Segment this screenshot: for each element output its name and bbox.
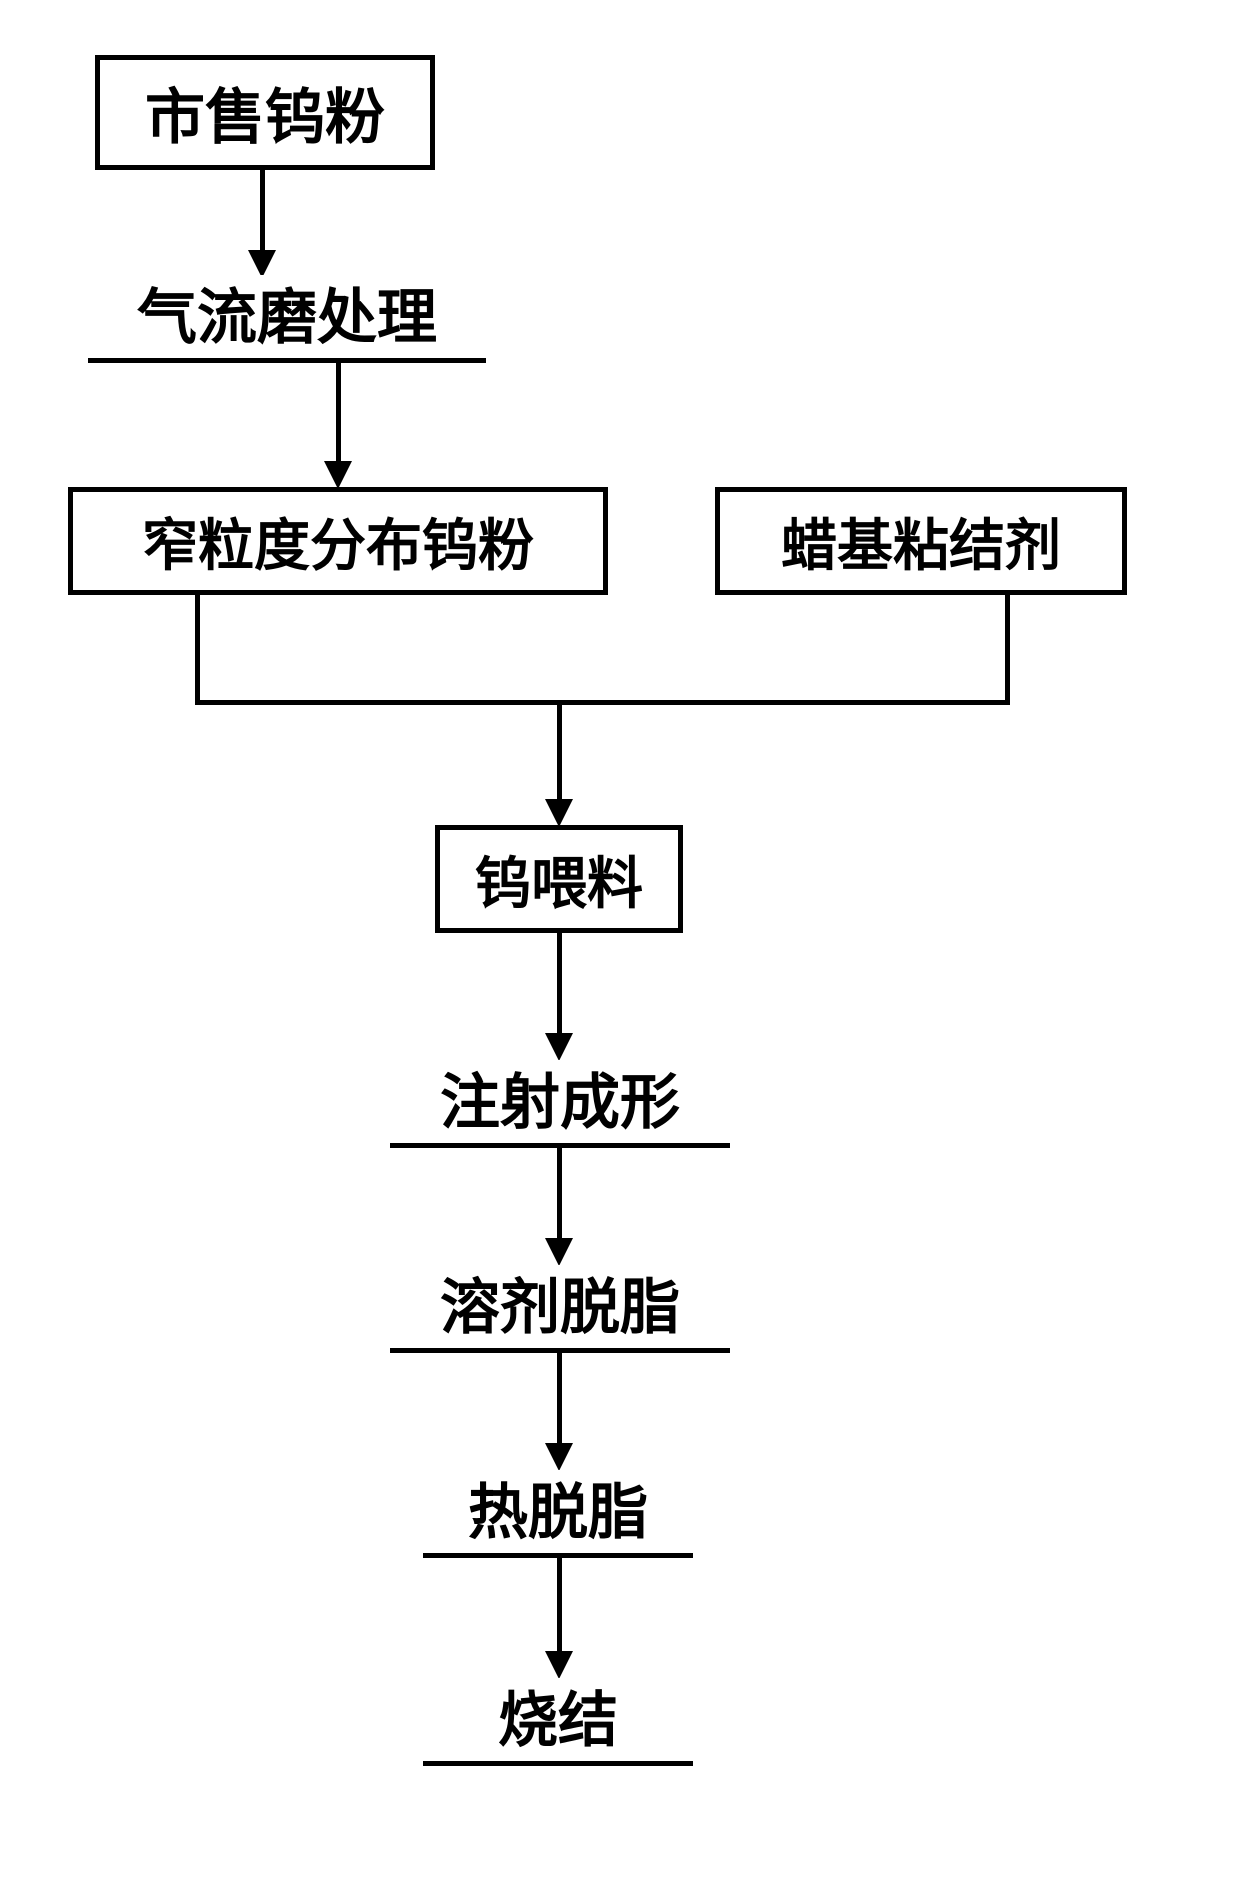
edge-segment	[1005, 595, 1010, 703]
flow-node-n9: 烧结	[423, 1678, 693, 1766]
flow-node-n6: 注射成形	[390, 1060, 730, 1148]
flow-node-n5: 钨喂料	[435, 825, 683, 933]
edge-segment	[557, 1353, 562, 1443]
flow-node-n4: 蜡基粘结剂	[715, 487, 1127, 595]
edge-segment	[557, 705, 562, 799]
edge-segment	[557, 1148, 562, 1238]
flowchart-container: 市售钨粉气流磨处理窄粒度分布钨粉蜡基粘结剂钨喂料注射成形溶剂脱脂热脱脂烧结	[0, 0, 1240, 1877]
arrow-head-icon	[324, 461, 352, 489]
edge-segment	[336, 363, 341, 461]
edge-segment	[557, 933, 562, 1033]
flow-node-n1: 市售钨粉	[95, 55, 435, 170]
edge-segment	[557, 1558, 562, 1651]
flow-node-n3: 窄粒度分布钨粉	[68, 487, 608, 595]
edge-segment	[195, 700, 1010, 705]
flow-node-n2: 气流磨处理	[88, 275, 486, 363]
edge-segment	[195, 595, 200, 703]
edge-segment	[260, 170, 265, 250]
flow-node-n7: 溶剂脱脂	[390, 1265, 730, 1353]
arrow-head-icon	[545, 799, 573, 827]
flow-node-n8: 热脱脂	[423, 1470, 693, 1558]
